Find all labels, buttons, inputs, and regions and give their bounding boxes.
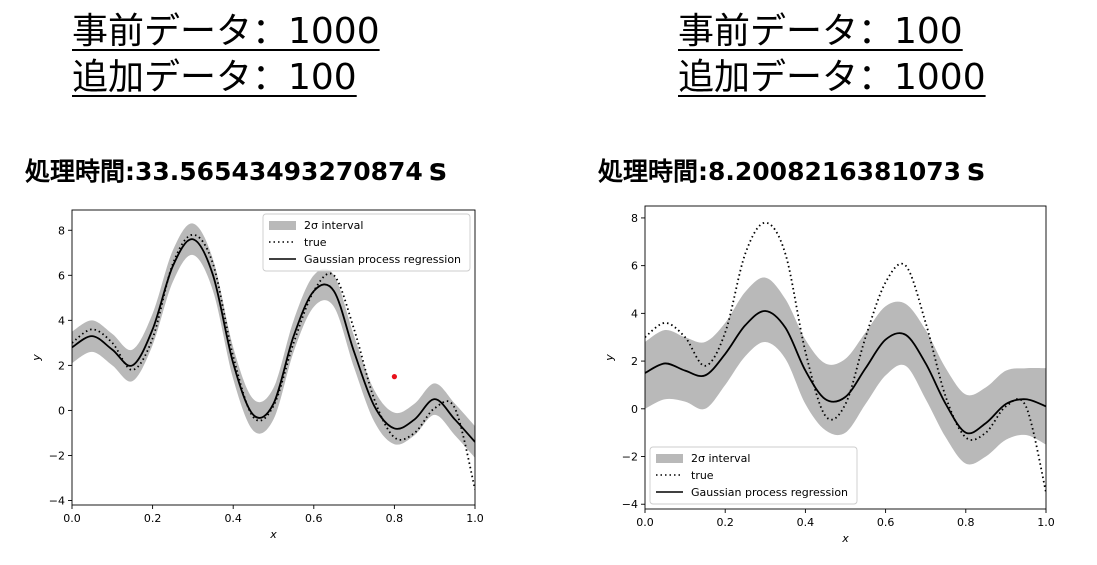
legend: 2σ interval true Gaussian process regressi… bbox=[262, 213, 471, 272]
panel1-processing-time: 処理時間:33.56543493270874 s bbox=[25, 152, 447, 188]
x-tick-label: 0.8 bbox=[386, 512, 404, 525]
gpr-curve bbox=[72, 238, 475, 443]
y-axis: −4 −2 0 2 4 6 8 bbox=[49, 224, 72, 507]
x-tick-label: 1.0 bbox=[466, 512, 484, 525]
y-tick-label: 6 bbox=[58, 269, 65, 282]
y-tick-label: 8 bbox=[58, 224, 65, 237]
plot-area bbox=[645, 221, 1046, 493]
x-tick-label: 0.4 bbox=[224, 512, 242, 525]
x-tick-label: 0.0 bbox=[636, 516, 654, 529]
x-tick-label: 0.4 bbox=[797, 516, 815, 529]
y-axis-label: y bbox=[30, 354, 43, 362]
legend-swatch-band bbox=[656, 454, 683, 463]
panel2-time-unit: s bbox=[967, 153, 985, 188]
panel2-header-line2: 追加データ：1000 bbox=[678, 57, 986, 98]
y-tick-label: 4 bbox=[58, 314, 65, 327]
panel2-header-line1: 事前データ：100 bbox=[678, 11, 963, 52]
y-tick-label: 0 bbox=[58, 404, 65, 417]
axes-frame bbox=[71, 209, 476, 506]
x-axis: 0.0 0.2 0.4 0.6 0.8 1.0 bbox=[63, 505, 484, 525]
x-tick-label: 0.6 bbox=[305, 512, 323, 525]
y-tick-label: −4 bbox=[622, 498, 638, 511]
legend-label: 2σ interval bbox=[691, 452, 750, 465]
legend-swatch-band bbox=[269, 221, 296, 230]
panel1-time-unit: s bbox=[428, 153, 447, 188]
confidence-band bbox=[72, 223, 475, 458]
x-tick-label: 0.8 bbox=[957, 516, 975, 529]
observation-point bbox=[391, 374, 397, 380]
gpr-curve bbox=[645, 310, 1046, 435]
confidence-band bbox=[645, 277, 1046, 465]
panel2-processing-time: 処理時間:8.2008216381073 s bbox=[598, 152, 985, 188]
x-axis-label: x bbox=[269, 528, 277, 541]
legend-box bbox=[649, 446, 858, 505]
x-tick-label: 0.2 bbox=[716, 516, 734, 529]
y-tick-label: 2 bbox=[58, 359, 65, 372]
y-tick-label: −2 bbox=[622, 451, 638, 464]
legend-label: Gaussian process regression bbox=[691, 486, 848, 499]
axes-frame bbox=[644, 205, 1047, 510]
plot-area bbox=[72, 223, 475, 490]
x-axis: 0.0 0.2 0.4 0.6 0.8 1.0 bbox=[636, 509, 1055, 529]
y-tick-label: 4 bbox=[631, 307, 638, 320]
panel1-time-label: 処理時間:33.56543493270874 bbox=[25, 157, 423, 186]
x-tick-label: 0.6 bbox=[877, 516, 895, 529]
x-tick-label: 0.0 bbox=[63, 512, 81, 525]
legend: 2σ interval true Gaussian process regressi… bbox=[649, 446, 858, 505]
y-tick-label: 8 bbox=[631, 212, 638, 225]
y-tick-label: 6 bbox=[631, 260, 638, 273]
legend-label: Gaussian process regression bbox=[304, 253, 461, 266]
panel2-time-label: 処理時間:8.2008216381073 bbox=[598, 157, 962, 186]
legend-label: 2σ interval bbox=[304, 219, 363, 232]
y-tick-label: 2 bbox=[631, 355, 638, 368]
y-tick-label: 0 bbox=[631, 403, 638, 416]
legend-label: true bbox=[304, 236, 327, 249]
legend-box bbox=[262, 213, 471, 272]
panel1-header-line2: 追加データ：100 bbox=[72, 57, 357, 98]
legend-label: true bbox=[691, 469, 714, 482]
x-tick-label: 1.0 bbox=[1037, 516, 1055, 529]
y-tick-label: −4 bbox=[49, 494, 65, 507]
panel1-header-line1: 事前データ：1000 bbox=[72, 11, 380, 52]
x-tick-label: 0.2 bbox=[144, 512, 162, 525]
y-axis: −4 −2 0 2 4 6 8 bbox=[622, 212, 645, 511]
x-axis-label: x bbox=[841, 532, 849, 545]
y-tick-label: −2 bbox=[49, 449, 65, 462]
y-axis-label: y bbox=[603, 354, 616, 362]
